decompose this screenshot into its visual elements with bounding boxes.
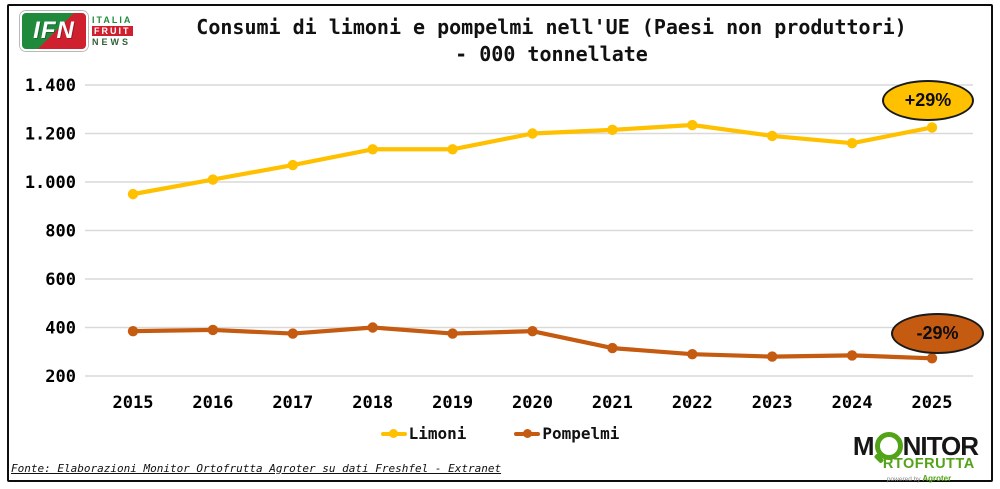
data-point-pompelmi (527, 325, 538, 337)
data-point-limoni (127, 188, 139, 200)
monitor-logo-powered-by: powered by Agroter (886, 473, 978, 484)
data-point-pompelmi (846, 350, 858, 361)
ifn-logo-mark: IFN (20, 11, 88, 51)
monitor-logo-m: M (852, 431, 875, 461)
y-axis-tick-label: 1.200 (25, 125, 76, 145)
pompelmi-line-marker-icon (514, 429, 541, 439)
data-point-limoni (527, 128, 538, 139)
y-axis-tick-label: 800 (45, 222, 76, 242)
monitor-logo-line2: RTOFRUTTA (882, 456, 975, 472)
powered-by-label: powered by (886, 475, 921, 483)
agroter-brand-label: Agroter (922, 473, 952, 483)
x-axis-tick-label: 2022 (672, 393, 713, 413)
data-point-limoni (207, 174, 219, 185)
x-axis-tick-label: 2020 (512, 393, 553, 413)
monitor-logo-line1: M NITOR (852, 431, 979, 464)
legend-item-limoni: Limoni (380, 424, 467, 443)
data-point-limoni (447, 144, 458, 155)
x-axis-tick-label: 2018 (352, 393, 393, 413)
y-axis-tick-label: 1.000 (25, 173, 76, 193)
data-point-pompelmi (207, 324, 219, 336)
pompelmi-change-badge: -29% (891, 313, 984, 354)
limoni-change-badge: +29% (882, 80, 974, 121)
data-point-pompelmi (926, 353, 938, 364)
data-point-limoni (767, 130, 778, 142)
data-point-limoni (846, 138, 858, 149)
legend-item-pompelmi: Pompelmi (514, 424, 619, 443)
ifn-logo-acronym: IFN (33, 17, 75, 44)
data-point-pompelmi (687, 348, 698, 360)
ifn-logo: IFN ITALIA FRUIT NEWS (20, 11, 133, 51)
x-axis-tick-label: 2017 (272, 393, 313, 413)
chart-title-line1: Consumi di limoni e pompelmi nell'UE (Pa… (196, 15, 907, 39)
x-axis-tick-label: 2016 (192, 393, 233, 413)
x-axis-tick-label: 2024 (832, 393, 873, 413)
y-axis-tick-label: 400 (45, 319, 76, 339)
data-point-pompelmi (767, 351, 778, 362)
limoni-line-marker-icon (380, 429, 407, 439)
x-axis-tick-label: 2019 (432, 393, 473, 413)
x-axis-tick-label: 2025 (912, 393, 953, 413)
data-point-pompelmi (607, 342, 618, 354)
legend-label-limoni: Limoni (408, 424, 467, 443)
legend-label-pompelmi: Pompelmi (542, 424, 620, 443)
x-axis-tick-label: 2023 (752, 393, 793, 413)
slide-border (7, 4, 993, 482)
ifn-logo-news: NEWS (92, 37, 131, 47)
data-point-limoni (607, 124, 618, 136)
ifn-logo-wordmark: ITALIA FRUIT NEWS (92, 15, 133, 47)
y-axis-tick-label: 1.400 (25, 76, 76, 96)
chart-title: Consumi di limoni e pompelmi nell'UE (Pa… (115, 14, 988, 68)
ifn-logo-fruit: FRUIT (92, 26, 133, 36)
data-point-pompelmi (287, 328, 298, 339)
data-point-limoni (367, 144, 378, 155)
ifn-logo-italia: ITALIA (92, 15, 133, 25)
data-point-pompelmi (447, 328, 458, 339)
monitor-ortofrutta-logo: M NITOR RTOFRUTTA powered by Agroter (852, 431, 979, 484)
x-axis-tick-label: 2021 (592, 393, 633, 413)
data-point-limoni (687, 119, 698, 131)
y-axis-tick-label: 200 (45, 367, 76, 387)
data-point-limoni (287, 159, 298, 171)
x-axis-tick-label: 2015 (113, 393, 154, 413)
y-axis-tick-label: 600 (45, 270, 76, 290)
legend: Limoni Pompelmi (0, 424, 1000, 443)
chart-title-line2: - 000 tonnellate (455, 42, 648, 66)
data-point-pompelmi (127, 325, 139, 337)
data-point-limoni (926, 122, 938, 133)
magnifier-o-icon (873, 432, 903, 464)
source-note: Fonte: Elaborazioni Monitor Ortofrutta A… (11, 462, 502, 475)
monitor-logo-nitor: NITOR (902, 431, 979, 461)
data-point-pompelmi (367, 322, 378, 333)
